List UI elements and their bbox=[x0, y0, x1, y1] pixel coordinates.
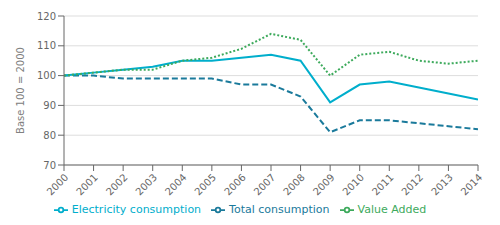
svg-text:100: 100 bbox=[37, 70, 56, 81]
svg-text:110: 110 bbox=[37, 40, 56, 51]
svg-text:2010: 2010 bbox=[340, 172, 366, 198]
svg-text:2014: 2014 bbox=[459, 172, 485, 198]
html-text:Value Added: Value Added bbox=[357, 203, 427, 216]
svg-text:2001: 2001 bbox=[74, 172, 100, 198]
svg-text:2012: 2012 bbox=[400, 172, 426, 198]
svg-text:2003: 2003 bbox=[133, 172, 159, 198]
svg-text:2004: 2004 bbox=[163, 172, 189, 198]
svg-text:Base 100 = 2000: Base 100 = 2000 bbox=[15, 47, 26, 134]
svg-text:2005: 2005 bbox=[193, 172, 219, 198]
svg-text:70: 70 bbox=[43, 160, 56, 171]
svg-text:2007: 2007 bbox=[252, 172, 278, 198]
html-text:Electricity consumption: Electricity consumption bbox=[71, 203, 202, 216]
svg-text:2009: 2009 bbox=[311, 172, 337, 198]
svg-text:2006: 2006 bbox=[222, 172, 248, 198]
svg-text:90: 90 bbox=[43, 100, 56, 111]
svg-text:80: 80 bbox=[43, 130, 56, 141]
svg-text:2013: 2013 bbox=[429, 172, 455, 198]
svg-text:2011: 2011 bbox=[370, 172, 396, 198]
svg-text:2000: 2000 bbox=[45, 172, 71, 198]
svg-text:2002: 2002 bbox=[104, 172, 130, 198]
html-text:Total consumption: Total consumption bbox=[229, 203, 330, 216]
svg-text:2008: 2008 bbox=[281, 172, 307, 198]
svg-text:120: 120 bbox=[37, 11, 56, 22]
